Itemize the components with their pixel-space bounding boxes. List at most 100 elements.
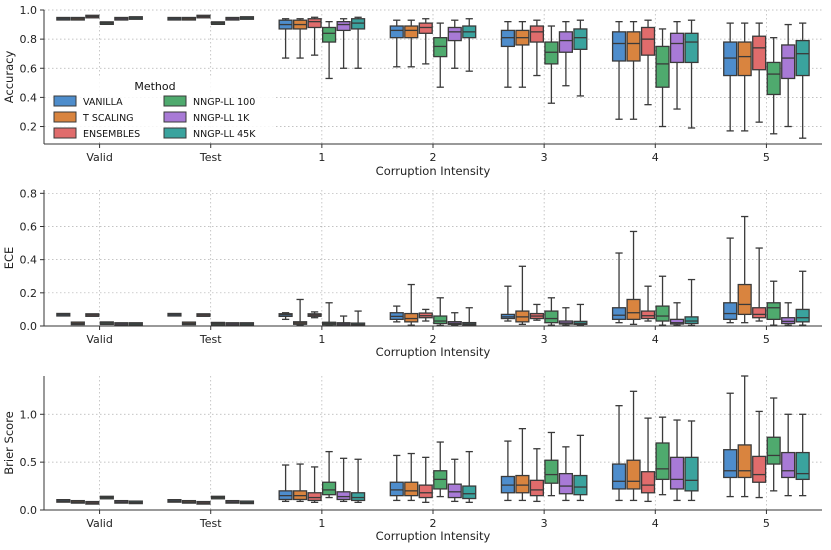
box-body: [795, 451, 810, 481]
box-plot-series-2: [737, 215, 752, 324]
box-plot-series-6: [351, 16, 366, 69]
box-plot-series-3: [85, 500, 100, 505]
x-tick-label: Test: [199, 517, 222, 530]
x-tick-label: Valid: [86, 151, 113, 164]
box-body: [322, 26, 337, 43]
x-tick-label: 4: [652, 517, 659, 530]
box-plot-series-4: [99, 495, 114, 500]
box-body: [723, 41, 738, 77]
legend-swatch: [53, 111, 77, 123]
legend-title: Method: [134, 80, 175, 93]
box-plot-series-1: [389, 19, 404, 68]
box-plot-series-2: [293, 18, 308, 59]
legend-swatch: [53, 127, 77, 139]
y-tick-label: 0.4: [20, 91, 38, 104]
box-plot-series-2: [404, 283, 419, 326]
y-tick-label: 1.0: [20, 4, 38, 17]
y-tick-label: 0.8: [20, 187, 38, 200]
box-plot-series-6: [684, 420, 699, 502]
legend-swatch: [163, 111, 187, 123]
box-plot-series-5: [225, 499, 240, 504]
x-tick-label: 3: [541, 151, 548, 164]
legend-label: T SCALING: [82, 113, 134, 124]
box-body: [640, 26, 656, 56]
box-plot-series-3: [307, 466, 322, 503]
box-plot-series-4: [322, 450, 337, 499]
box-body: [336, 21, 351, 32]
box-plot-series-1: [723, 22, 738, 132]
x-tick-label: Test: [199, 151, 222, 164]
box-body: [433, 315, 448, 325]
box-body: [307, 492, 322, 502]
box-plot-series-1: [611, 252, 627, 324]
box-plot-series-1: [611, 21, 627, 120]
box-plot-series-6: [128, 322, 143, 326]
box-plot-series-4: [544, 297, 559, 326]
box-plot-series-5: [447, 458, 462, 503]
box-plot-series-6: [239, 500, 255, 505]
x-tick-label: 5: [763, 517, 770, 530]
chart-panel-2: 0.0 0.2 0.4 0.6 0.8 Valid Test 1 2 3 4 5 ECE Corrupti…: [2, 187, 822, 359]
box-body: [351, 492, 366, 502]
box-body: [544, 459, 559, 484]
box-body: [336, 491, 351, 501]
box-plot-series-3: [418, 308, 433, 322]
box-plot-series-2: [404, 452, 419, 502]
box-body: [766, 302, 781, 321]
box-body: [351, 18, 366, 30]
box-plot-series-5: [781, 302, 796, 326]
box-plot-series-5: [114, 16, 129, 21]
box-plot-series-1: [723, 392, 738, 498]
legend-label: NNGP-LL 45K: [193, 129, 256, 140]
box-plot-series-5: [225, 16, 240, 21]
box-body: [795, 39, 810, 77]
y-tick-label: 0.0: [20, 320, 38, 333]
box-plot-series-6: [795, 413, 810, 497]
box-body: [500, 29, 515, 48]
box-plot-series-6: [239, 16, 255, 20]
box-plot-series-3: [85, 14, 100, 19]
box-plot-series-5: [558, 446, 573, 502]
box-plot-series-4: [433, 441, 448, 498]
box-plot-series-4: [655, 275, 670, 326]
box-plot-series-1: [278, 464, 293, 503]
box-body: [322, 481, 337, 496]
box-body: [389, 481, 404, 497]
x-tick-label: 1: [318, 517, 325, 530]
box-body: [781, 44, 796, 80]
legend-swatch: [163, 127, 187, 139]
box-plot-series-2: [515, 21, 530, 88]
box-body: [766, 436, 781, 465]
box-body: [752, 307, 767, 319]
box-plot-series-5: [669, 21, 685, 110]
box-plot-series-4: [766, 280, 781, 326]
box-body: [404, 25, 419, 39]
box-plot-series-6: [795, 22, 810, 139]
y-axis-label: Accuracy: [2, 51, 16, 104]
box-body: [723, 449, 738, 479]
y-axis-label: ECE: [2, 247, 16, 270]
y-tick-label: 0.2: [20, 287, 38, 300]
box-plot-series-2: [404, 19, 419, 68]
box-body: [529, 479, 544, 497]
box-plot-series-2: [70, 321, 85, 326]
box-plot-series-3: [640, 417, 656, 503]
legend-label: NNGP-LL 1K: [193, 113, 250, 124]
box-plot-series-3: [529, 303, 544, 321]
legend-label: ENSEMBLES: [83, 129, 140, 140]
box-plot-series-5: [336, 457, 351, 503]
legend-label: NNGP-LL 100: [193, 97, 255, 108]
box-plot-series-6: [128, 500, 143, 505]
box-body: [626, 298, 641, 321]
box-plot-series-2: [626, 390, 641, 502]
box-plot-series-4: [544, 431, 559, 497]
box-plot-series-4: [766, 37, 781, 135]
box-plot-series-2: [181, 321, 197, 326]
chart-panel-3: 0.0 0.5 1.0 Valid Test 1 2 3 4 5 Brier Score Corrup…: [2, 375, 822, 543]
box-body: [418, 22, 433, 34]
box-body: [655, 305, 670, 322]
box-plot-series-4: [322, 302, 337, 326]
box-plot-series-4: [322, 21, 337, 80]
box-plot-series-2: [70, 16, 85, 21]
x-axis-label: Corruption Intensity: [376, 345, 491, 359]
